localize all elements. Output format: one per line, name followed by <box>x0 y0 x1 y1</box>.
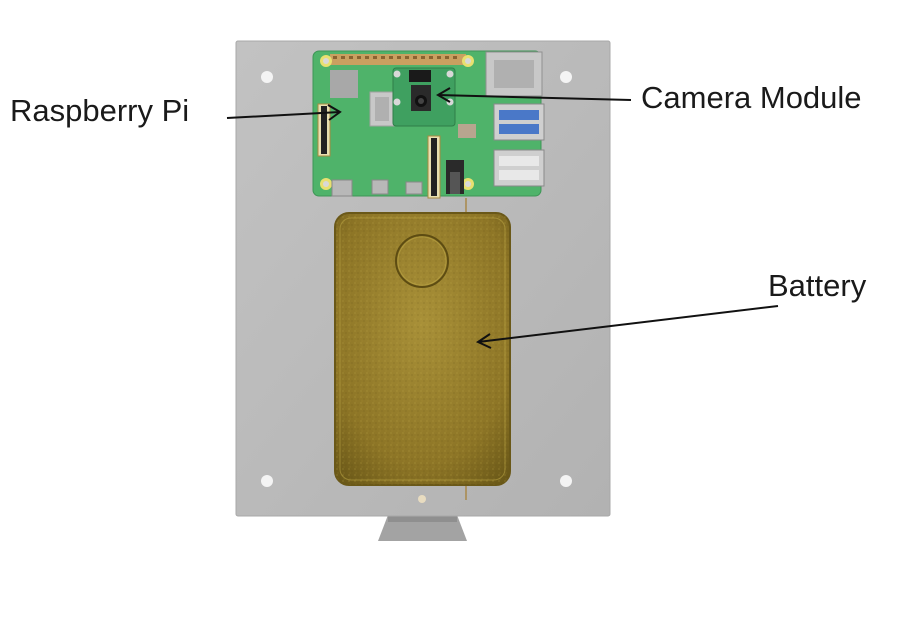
leader-line-raspberry-pi <box>226 111 341 119</box>
plate-hole <box>418 495 426 503</box>
label-camera-module: Camera Module <box>641 80 862 115</box>
leader-line-camera-module <box>437 94 632 101</box>
plate-hole <box>560 71 572 83</box>
leader-line-battery <box>477 305 779 343</box>
battery-pack <box>334 212 511 486</box>
mount-stand <box>378 515 467 541</box>
usb-port <box>493 103 545 141</box>
plate-hole <box>261 71 273 83</box>
leader-lines <box>226 87 779 349</box>
gpio-header <box>330 54 466 65</box>
plate-hole <box>261 475 273 487</box>
usb-port <box>493 149 545 187</box>
label-battery: Battery <box>768 268 867 303</box>
plate-hole <box>560 475 572 487</box>
camera-module <box>392 67 456 127</box>
label-raspberry-pi: Raspberry Pi <box>10 93 190 128</box>
